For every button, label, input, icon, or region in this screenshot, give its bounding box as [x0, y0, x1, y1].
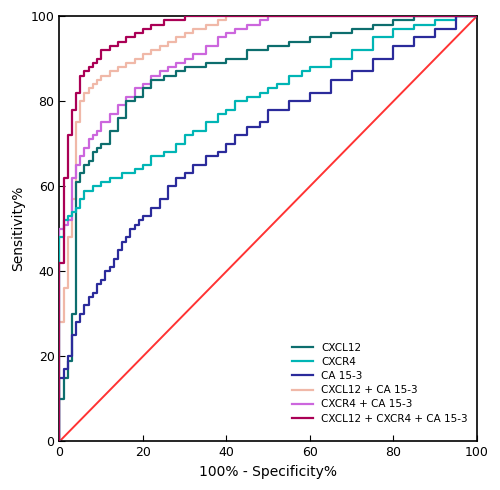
Legend: CXCL12, CXCR4, CA 15-3, CXCL12 + CA 15-3, CXCR4 + CA 15-3, CXCL12 + CXCR4 + CA 1: CXCL12, CXCR4, CA 15-3, CXCL12 + CA 15-3… — [288, 339, 472, 428]
X-axis label: 100% - Specificity%: 100% - Specificity% — [199, 465, 337, 479]
Y-axis label: Sensitivity%: Sensitivity% — [11, 186, 25, 271]
